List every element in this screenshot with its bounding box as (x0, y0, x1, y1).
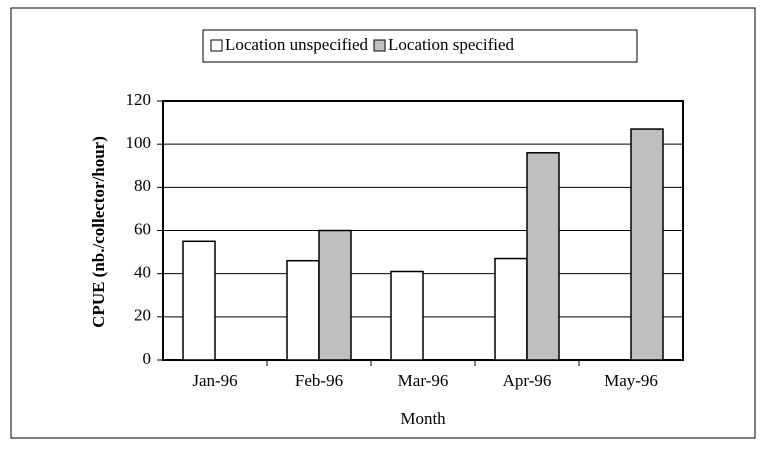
x-axis-title: Month (400, 409, 446, 428)
chart-frame (10, 7, 756, 439)
legend-swatch (210, 39, 223, 52)
y-tick-label: 20 (134, 306, 151, 325)
y-tick-label: 120 (126, 90, 152, 109)
legend-label: Location unspecified (225, 35, 369, 54)
bar (182, 240, 216, 361)
bar (286, 259, 320, 361)
bar (630, 128, 664, 361)
y-tick-label: 60 (134, 219, 151, 238)
bar (494, 257, 528, 361)
y-tick-label: 100 (126, 133, 152, 152)
bar (390, 270, 424, 361)
legend-label: Location specified (388, 35, 515, 54)
x-tick-label: Apr-96 (503, 371, 552, 390)
x-tick-label: Jan-96 (192, 371, 237, 390)
y-axis-title: CPUE (nb./collector/hour) (89, 136, 108, 328)
x-tick-label: Feb-96 (295, 371, 343, 390)
legend-swatch (373, 39, 386, 52)
x-tick-label: May-96 (604, 371, 658, 390)
legend-box (202, 29, 638, 63)
bar (526, 152, 560, 361)
x-tick-label: Mar-96 (398, 371, 449, 390)
y-tick-label: 0 (143, 349, 152, 368)
bar (318, 229, 352, 361)
y-tick-label: 80 (134, 176, 151, 195)
y-tick-label: 40 (134, 263, 151, 282)
